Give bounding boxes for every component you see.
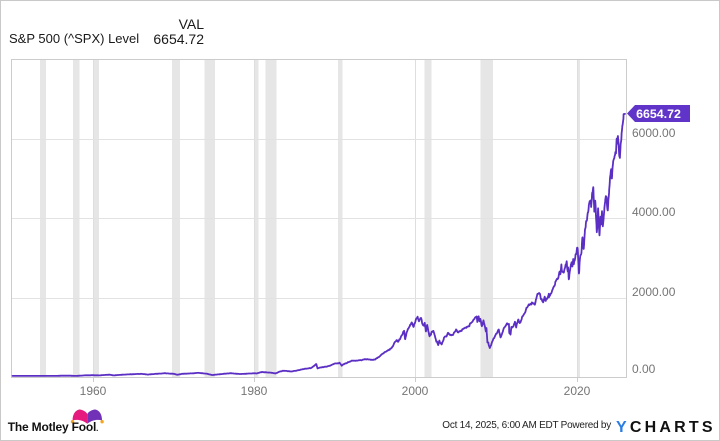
svg-text:6654.72: 6654.72 (636, 107, 681, 121)
